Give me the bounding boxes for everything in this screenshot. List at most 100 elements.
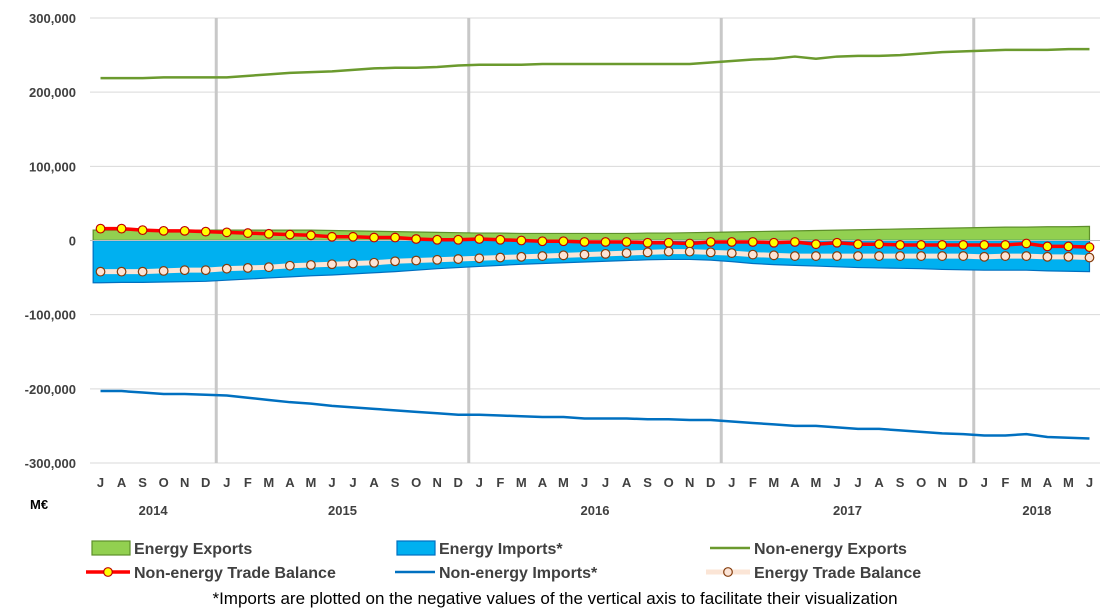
point-non-energy-trade-balance bbox=[832, 237, 842, 248]
year-label: 2015 bbox=[328, 503, 357, 518]
point-energy-trade-balance bbox=[306, 260, 316, 270]
point-energy-trade-balance bbox=[516, 251, 527, 262]
point-energy-trade-balance bbox=[768, 250, 779, 261]
legend-item-non-energy-exports: Non-energy Exports bbox=[710, 541, 907, 558]
point-energy-trade-balance bbox=[327, 259, 337, 270]
x-tick-label: A bbox=[285, 475, 295, 490]
x-tick-label: M bbox=[768, 475, 779, 490]
point-energy-trade-balance bbox=[1084, 252, 1095, 263]
x-tick-label: S bbox=[138, 475, 147, 490]
legend-label: Non-energy Exports bbox=[754, 541, 907, 558]
point-energy-trade-balance bbox=[747, 249, 758, 260]
legend-label: Energy Exports bbox=[134, 541, 252, 558]
point-energy-trade-balance bbox=[600, 248, 611, 259]
point-non-energy-trade-balance bbox=[1063, 241, 1074, 252]
y-tick-label: -200,000 bbox=[25, 382, 76, 397]
point-energy-trade-balance bbox=[158, 266, 169, 276]
x-tick-label: A bbox=[622, 475, 632, 490]
point-non-energy-trade-balance bbox=[621, 237, 632, 247]
point-non-energy-trade-balance bbox=[348, 231, 358, 242]
point-non-energy-trade-balance bbox=[221, 227, 232, 238]
point-non-energy-trade-balance bbox=[263, 228, 274, 239]
point-energy-trade-balance bbox=[937, 251, 948, 261]
point-non-energy-trade-balance bbox=[1042, 241, 1053, 252]
point-non-energy-trade-balance bbox=[95, 223, 106, 234]
point-non-energy-trade-balance bbox=[789, 237, 800, 247]
year-label: 2016 bbox=[581, 503, 610, 518]
point-energy-trade-balance bbox=[895, 251, 906, 261]
point-energy-trade-balance bbox=[958, 251, 969, 261]
point-energy-trade-balance bbox=[200, 265, 211, 276]
x-tick-label: J bbox=[728, 475, 735, 490]
x-tick-label: A bbox=[117, 475, 127, 490]
x-tick-label: S bbox=[896, 475, 905, 490]
x-tick-label: D bbox=[454, 475, 463, 490]
x-tick-label: F bbox=[244, 475, 252, 490]
point-non-energy-trade-balance bbox=[1084, 242, 1095, 253]
legend-item-non-energy-imports: Non-energy Imports* bbox=[395, 565, 598, 582]
legend-label: Non-energy Imports* bbox=[439, 565, 598, 582]
x-tick-label: M bbox=[1063, 475, 1074, 490]
x-tick-label: F bbox=[496, 475, 504, 490]
legend-item-energy-trade-balance: Energy Trade Balance bbox=[706, 565, 921, 582]
point-energy-trade-balance bbox=[853, 251, 863, 261]
legend-swatch bbox=[91, 540, 131, 556]
point-non-energy-trade-balance bbox=[116, 223, 127, 234]
point-energy-trade-balance bbox=[874, 251, 884, 261]
point-energy-trade-balance bbox=[705, 247, 716, 258]
x-tick-label: O bbox=[916, 475, 926, 490]
x-tick-label: M bbox=[263, 475, 274, 490]
point-non-energy-trade-balance bbox=[137, 225, 148, 236]
point-energy-trade-balance bbox=[621, 248, 632, 259]
y-tick-label: 0 bbox=[69, 234, 76, 249]
point-non-energy-trade-balance bbox=[411, 234, 422, 244]
legend-item-energy-imports: Energy Imports* bbox=[396, 540, 563, 558]
point-non-energy-trade-balance bbox=[432, 234, 443, 245]
legend-item-energy-exports: Energy Exports bbox=[91, 540, 252, 558]
point-energy-trade-balance bbox=[1000, 251, 1011, 261]
point-non-energy-trade-balance bbox=[537, 236, 548, 247]
legend-marker bbox=[723, 567, 733, 577]
point-energy-trade-balance bbox=[1042, 251, 1053, 262]
x-tick-label: N bbox=[685, 475, 694, 490]
point-energy-trade-balance bbox=[579, 249, 590, 260]
x-tick-label: F bbox=[1001, 475, 1009, 490]
footnote: *Imports are plotted on the negative val… bbox=[212, 589, 898, 608]
year-label: 2014 bbox=[139, 503, 169, 518]
point-non-energy-trade-balance bbox=[306, 230, 316, 241]
x-tick-label: M bbox=[306, 475, 317, 490]
x-tick-label: N bbox=[432, 475, 441, 490]
point-non-energy-trade-balance bbox=[600, 237, 611, 247]
legend-item-non-energy-trade-balance: Non-energy Trade Balance bbox=[86, 565, 336, 582]
point-non-energy-trade-balance bbox=[369, 232, 379, 243]
point-non-energy-trade-balance bbox=[579, 237, 590, 247]
x-tick-label: J bbox=[602, 475, 609, 490]
point-energy-trade-balance bbox=[684, 246, 695, 257]
x-tick-label: A bbox=[790, 475, 800, 490]
point-non-energy-trade-balance bbox=[558, 236, 569, 247]
x-tick-label: F bbox=[749, 475, 757, 490]
x-tick-label: S bbox=[391, 475, 400, 490]
x-tick-label: A bbox=[538, 475, 548, 490]
point-non-energy-trade-balance bbox=[958, 240, 969, 250]
x-tick-label: J bbox=[328, 475, 335, 490]
point-non-energy-trade-balance bbox=[916, 240, 927, 250]
x-tick-label: M bbox=[558, 475, 569, 490]
legend-marker bbox=[103, 567, 113, 577]
y-tick-label: 300,000 bbox=[29, 11, 76, 26]
year-label: 2018 bbox=[1022, 503, 1051, 518]
point-energy-trade-balance bbox=[832, 251, 842, 261]
point-energy-trade-balance bbox=[242, 263, 253, 273]
point-non-energy-trade-balance bbox=[726, 237, 737, 247]
point-non-energy-trade-balance bbox=[179, 225, 190, 236]
point-energy-trade-balance bbox=[979, 251, 990, 262]
legend-label: Non-energy Trade Balance bbox=[134, 565, 336, 582]
point-energy-trade-balance bbox=[663, 246, 674, 257]
x-tick-label: M bbox=[1021, 475, 1032, 490]
x-tick-label: S bbox=[643, 475, 652, 490]
point-non-energy-trade-balance bbox=[158, 225, 169, 236]
point-energy-trade-balance bbox=[179, 265, 190, 276]
point-energy-trade-balance bbox=[537, 251, 548, 261]
point-energy-trade-balance bbox=[558, 250, 569, 261]
